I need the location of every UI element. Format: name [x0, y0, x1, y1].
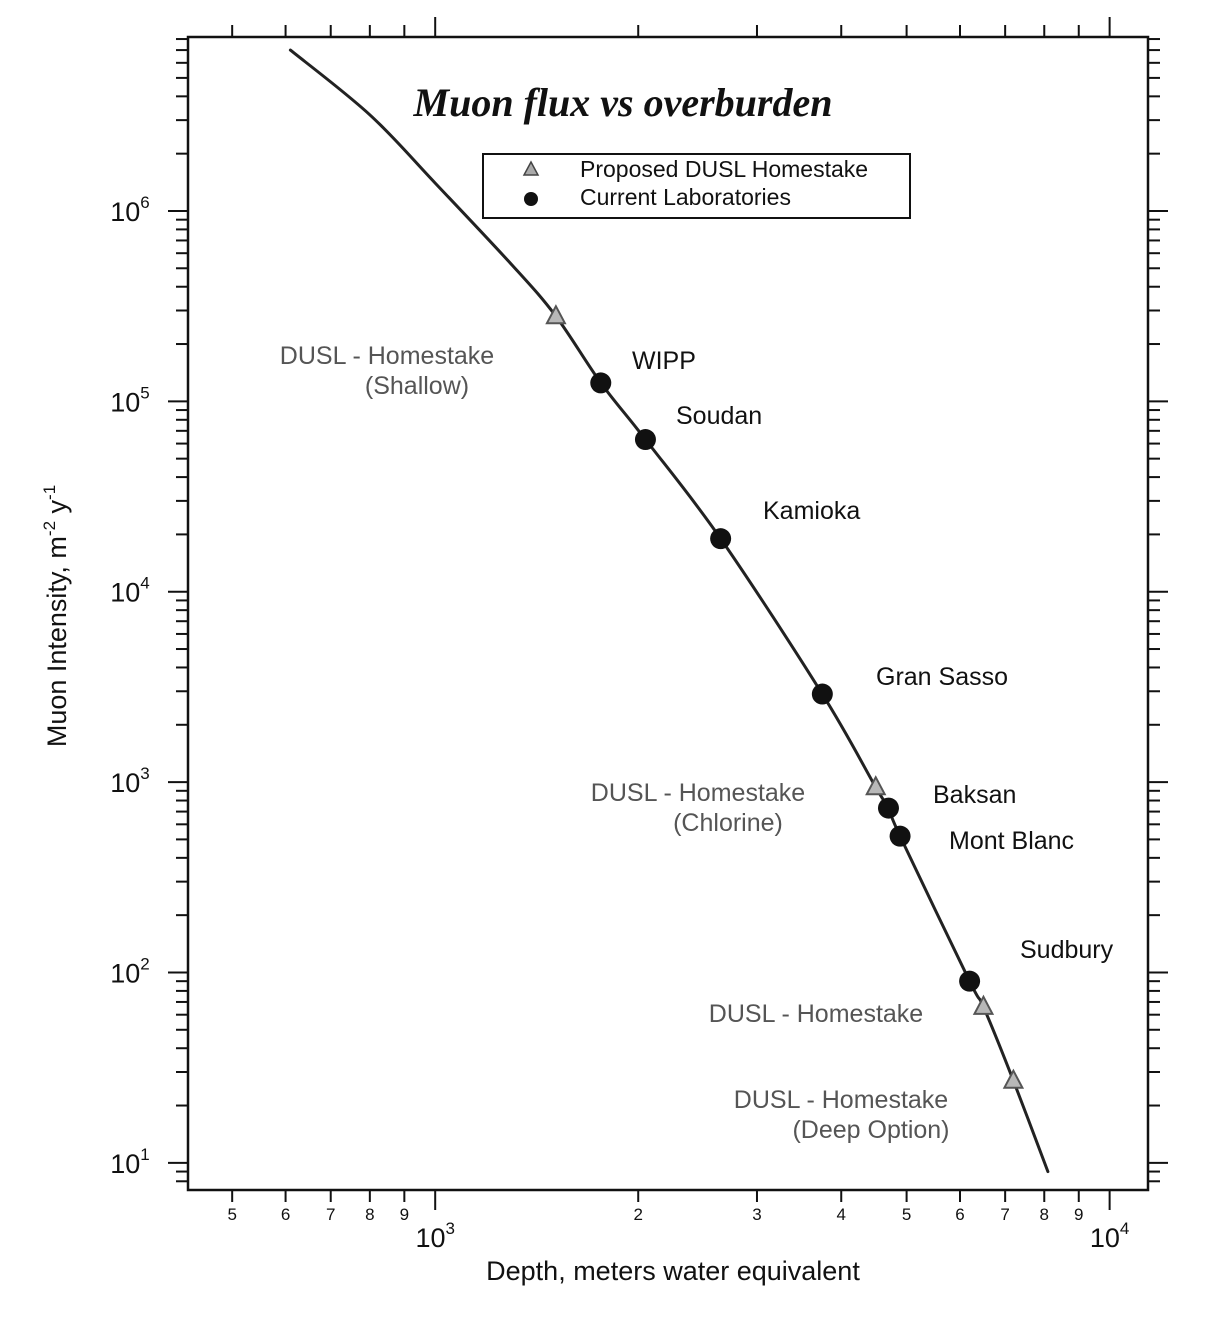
tick-base: 10: [110, 387, 140, 417]
tick-exponent: 3: [140, 764, 149, 783]
chart-title: Muon flux vs overburden: [413, 80, 833, 125]
legend-circle-marker: [524, 192, 538, 206]
y-axis-label-mid: y: [42, 499, 72, 521]
tick-base: 10: [1090, 1223, 1120, 1253]
x-minor-tick-label: 5: [902, 1205, 911, 1224]
tick-exponent: 2: [140, 954, 149, 973]
y-axis-label: Muon Intensity, m-2 y-1: [40, 485, 72, 747]
annotation-label: DUSL - Homestake: [280, 342, 494, 370]
annotation-label: Mont Blanc: [949, 827, 1074, 855]
x-minor-tick-label: 7: [1000, 1205, 1009, 1224]
annotation-label: (Shallow): [365, 372, 469, 400]
tick-base: 10: [110, 578, 140, 608]
annotation-label: WIPP: [632, 347, 696, 375]
legend: Proposed DUSL Homestake Current Laborato…: [482, 153, 911, 219]
tick-base: 10: [110, 1149, 140, 1179]
x-minor-tick-label: 8: [365, 1205, 374, 1224]
plot-frame: [186, 35, 1150, 1192]
dusl-point: [545, 304, 567, 325]
tick-base: 10: [110, 768, 140, 798]
x-major-tick-label: 103: [415, 1219, 455, 1253]
lab-point: [710, 528, 732, 550]
y-major-tick-label: 105: [110, 383, 150, 417]
annotation-label: Kamioka: [763, 497, 860, 525]
x-minor-tick-label: 6: [955, 1205, 964, 1224]
lab-point: [877, 797, 899, 819]
y-major-tick-label: 101: [110, 1145, 150, 1179]
tick-exponent: 4: [140, 574, 149, 593]
annotation-label: DUSL - Homestake: [734, 1086, 948, 1114]
x-minor-tick-label: 9: [400, 1205, 409, 1224]
x-major-tick-label: 104: [1090, 1219, 1130, 1253]
x-minor-tick-label: 8: [1040, 1205, 1049, 1224]
intensity-curve: [288, 48, 1050, 1174]
dusl-point: [972, 994, 995, 1015]
x-minor-tick-label: 4: [837, 1205, 846, 1224]
y-axis-label-main: Muon Intensity, m: [42, 536, 72, 747]
annotation-label: DUSL - Homestake: [709, 1000, 923, 1028]
lab-point: [634, 429, 656, 451]
tick-base: 10: [110, 958, 140, 988]
lab-point: [590, 372, 612, 394]
legend-triangle-marker: [522, 160, 540, 176]
lab-point: [889, 825, 911, 847]
legend-label-current: Current Laboratories: [580, 184, 791, 210]
tick-exponent: 1: [140, 1145, 149, 1164]
y-axis-label-exp2: -1: [40, 485, 59, 500]
y-major-tick-label: 104: [110, 574, 150, 608]
tick-exponent: 4: [1120, 1219, 1129, 1238]
annotation-label: Baksan: [933, 781, 1016, 809]
annotation-label: DUSL - Homestake: [591, 779, 805, 807]
dusl-point: [865, 775, 887, 796]
x-axis-label: Depth, meters water equivalent: [486, 1256, 860, 1286]
dusl-point: [1002, 1068, 1025, 1089]
lab-point: [959, 970, 981, 992]
annotation-label: Soudan: [676, 402, 762, 430]
y-major-tick-label: 103: [110, 764, 150, 798]
y-axis-label-exp1: -2: [40, 521, 59, 536]
lab-point: [811, 683, 833, 705]
annotation-label: Gran Sasso: [876, 663, 1008, 691]
x-minor-tick-label: 9: [1074, 1205, 1083, 1224]
x-minor-tick-label: 3: [752, 1205, 761, 1224]
x-minor-tick-label: 2: [633, 1205, 642, 1224]
annotation-label: Sudbury: [1020, 936, 1114, 964]
y-major-tick-label: 106: [110, 193, 150, 227]
tick-base: 10: [110, 197, 140, 227]
x-minor-tick-label: 5: [227, 1205, 236, 1224]
tick-exponent: 5: [140, 383, 149, 402]
tick-exponent: 3: [445, 1219, 454, 1238]
annotation-label: (Chlorine): [673, 809, 783, 837]
tick-exponent: 6: [140, 193, 149, 212]
legend-label-proposed: Proposed DUSL Homestake: [580, 156, 868, 182]
x-minor-tick-label: 7: [326, 1205, 335, 1224]
x-minor-tick-label: 6: [281, 1205, 290, 1224]
annotation-label: (Deep Option): [792, 1116, 949, 1144]
legend-box: [482, 153, 911, 219]
y-major-tick-label: 102: [110, 954, 150, 988]
tick-base: 10: [415, 1223, 445, 1253]
